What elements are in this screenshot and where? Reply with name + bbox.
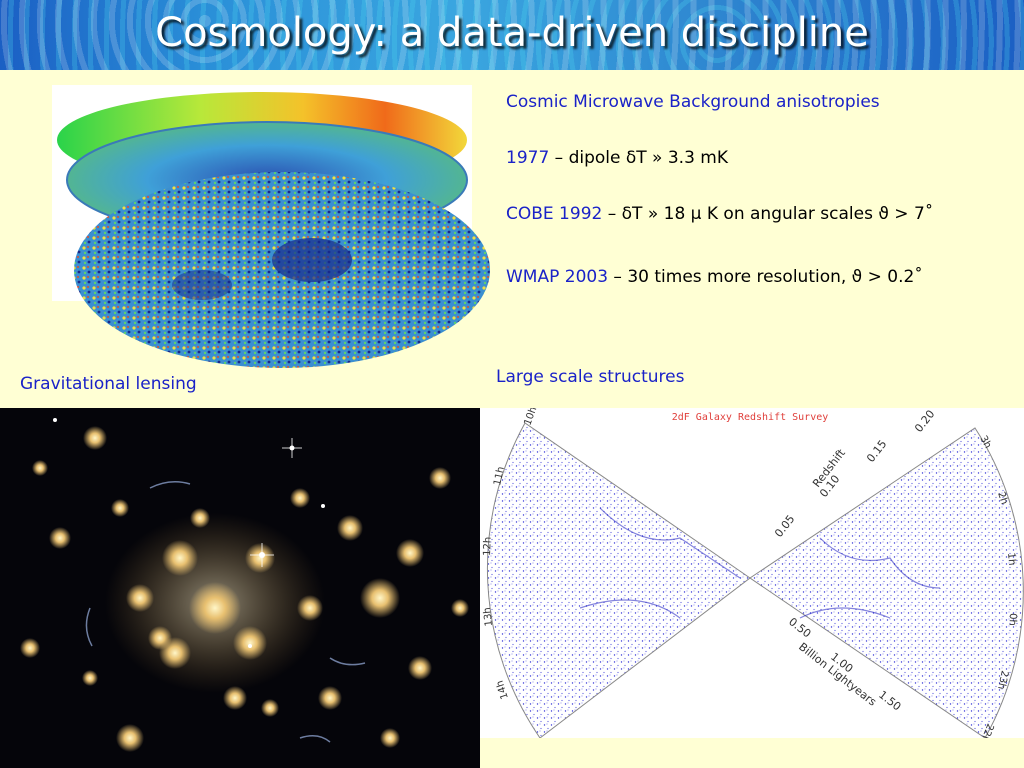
lensing-label: Gravitational lensing [20, 374, 197, 394]
ra-tick: 13h [482, 607, 495, 627]
galaxy-cluster-graphic [0, 408, 480, 768]
redshift-tick: 0.05 [772, 513, 797, 540]
ra-tick: 10h [522, 408, 539, 427]
redshift-tick: 0.20 [912, 408, 937, 435]
distance-tick: 1.50 [876, 688, 903, 713]
redshift-survey-cones: 2dF Galaxy Redshift Survey Redshift 0.05… [482, 405, 1024, 744]
cmb-line-cobe: COBE 1992 – δT » 18 μ K on angular scale… [506, 204, 933, 224]
ra-tick: 23h [995, 669, 1010, 690]
cmb-line-label: COBE 1992 [506, 204, 603, 224]
ra-tick: 0h [1007, 613, 1018, 626]
lss-label: Large scale structures [496, 367, 685, 387]
cmb-line-text: – dipole δT » 3.3 mK [549, 148, 729, 168]
ra-tick: 12h [482, 537, 494, 556]
cmb-heading: Cosmic Microwave Background anisotropies [506, 92, 880, 112]
survey-title: 2dF Galaxy Redshift Survey [672, 412, 829, 423]
cmb-maps-image [52, 85, 490, 368]
cmb-line-text: – δT » 18 μ K on angular scales ϑ > 7˚ [602, 204, 934, 224]
ra-tick: 1h [1005, 552, 1017, 566]
redshift-survey-figure: 2dF Galaxy Redshift Survey Redshift 0.05… [480, 405, 1024, 744]
ra-tick: 14h [495, 679, 511, 701]
cmb-line-wmap: WMAP 2003 – 30 times more resolution, ϑ … [506, 267, 923, 287]
cmb-line-1977: 1977 – dipole δT » 3.3 mK [506, 148, 728, 168]
ra-tick: 11h [492, 466, 507, 487]
cmb-line-text: – 30 times more resolution, ϑ > 0.2˚ [608, 267, 923, 287]
cmb-line-label: WMAP 2003 [506, 267, 609, 287]
galaxy-cluster-image [0, 408, 480, 768]
cmb-line-label: 1977 [506, 148, 550, 168]
title-banner: Cosmology: a data-driven discipline [0, 0, 1024, 70]
redshift-tick: 0.15 [864, 438, 889, 465]
ra-tick: 2h [995, 491, 1009, 506]
slide-title: Cosmology: a data-driven discipline [155, 10, 869, 56]
